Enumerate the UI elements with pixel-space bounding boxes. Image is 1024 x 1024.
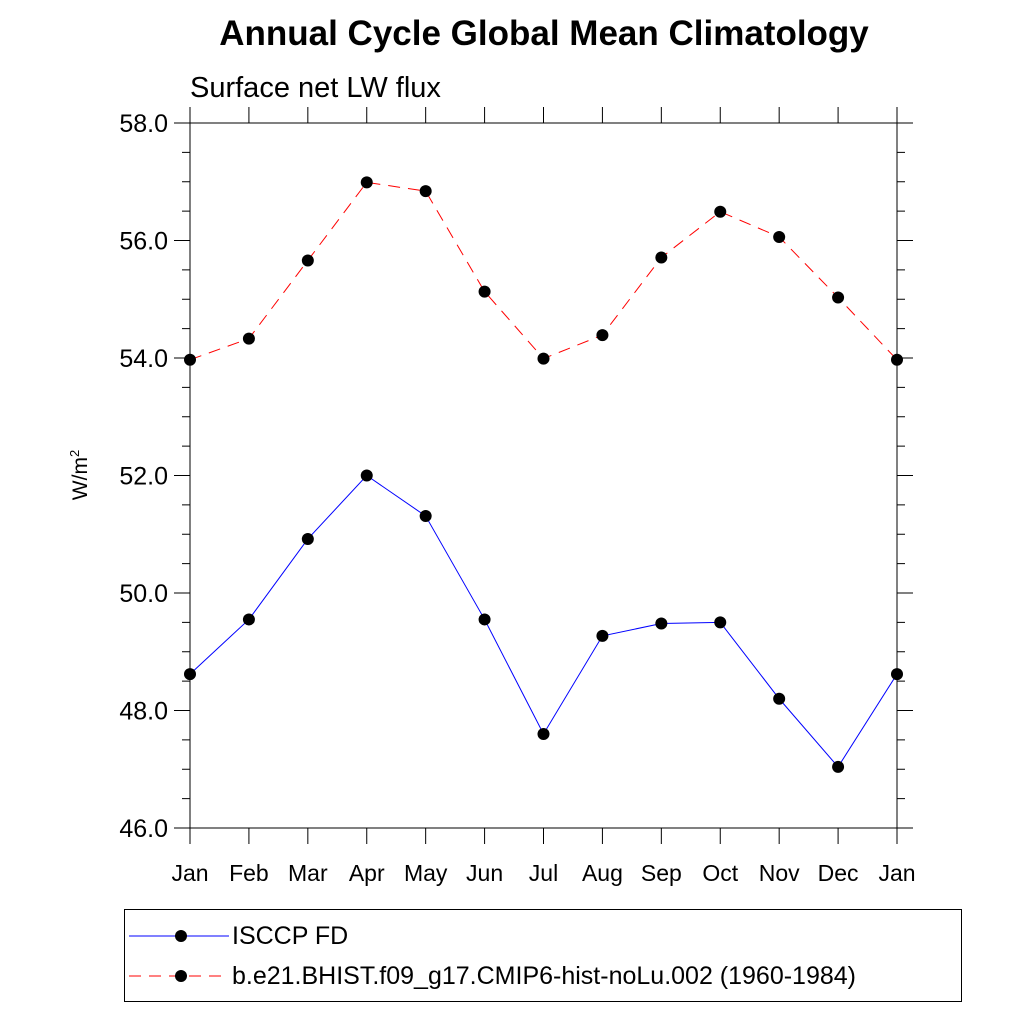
legend-label-cmip6: b.e21.BHIST.f09_g17.CMIP6-hist-noLu.002 … [232, 962, 856, 990]
series-0-point [891, 668, 903, 681]
series-1-point [301, 254, 314, 267]
x-tick-label: Sep [641, 860, 682, 886]
series-0-point [242, 613, 255, 626]
x-tick-label: Mar [288, 860, 328, 886]
series-0-point [478, 613, 491, 626]
line-chart: 46.0 48.0 50.0 52.0 54.0 56.0 58.0 Jan Feb Mar Apr… [119, 107, 916, 886]
x-tick-label: Feb [229, 860, 269, 886]
series-0-point [184, 668, 196, 681]
series-1-point [891, 353, 903, 366]
series-0-point [301, 532, 314, 545]
series-1-point [184, 353, 196, 366]
series-0-point [655, 617, 668, 630]
series-1-point [419, 185, 432, 198]
y-tick-label: 52.0 [119, 463, 168, 491]
series-0-point [773, 692, 786, 705]
y-tick-label: 56.0 [119, 228, 168, 256]
y-tick-label: 58.0 [119, 110, 168, 138]
x-tick-label: Jan [878, 860, 915, 886]
series-0-point [832, 760, 845, 773]
x-tick-label: Aug [582, 860, 623, 886]
plot-frame [189, 122, 898, 829]
x-tick-label: May [404, 860, 448, 886]
x-tick-label: Apr [349, 860, 385, 886]
legend-swatches [129, 930, 229, 982]
legend: ISCCP FD b.e21.BHIST.f09_g17.CMIP6-hist-… [124, 909, 962, 1002]
x-tick-label: Jan [171, 860, 208, 886]
series-1-point [832, 291, 845, 304]
series-0-point [360, 469, 373, 482]
series-1-point [537, 352, 550, 365]
series-0-point [596, 629, 609, 642]
x-tick-label: Jun [466, 860, 503, 886]
series-line-0 [189, 474, 898, 768]
chart-subtitle: Surface net LW flux [190, 72, 441, 104]
series-0-point [537, 728, 550, 740]
legend-marker-cmip6 [175, 970, 187, 982]
legend-label-isccp: ISCCP FD [232, 922, 349, 950]
legend-marker-isccp [175, 930, 187, 942]
series-0-point [419, 510, 432, 523]
y-tick-label: 50.0 [119, 580, 168, 608]
x-tick-label: Jul [529, 860, 558, 886]
series-1-point [655, 251, 668, 264]
series-1-point [360, 176, 373, 189]
series-1-point [242, 332, 255, 345]
y-tick-label: 46.0 [119, 815, 168, 843]
series-1-point [478, 285, 491, 298]
series-1-point [714, 205, 727, 218]
chart-title: Annual Cycle Global Mean Climatology [219, 14, 869, 53]
x-tick-label: Oct [702, 860, 738, 886]
series-1-point [596, 329, 609, 342]
series-line-1 [189, 181, 898, 361]
series-0-point [714, 616, 727, 629]
y-tick-label: 54.0 [119, 345, 168, 373]
y-tick-label: 48.0 [119, 698, 168, 726]
x-tick-label: Nov [759, 860, 800, 886]
series-1-point [773, 230, 786, 243]
x-tick-label: Dec [818, 860, 859, 886]
